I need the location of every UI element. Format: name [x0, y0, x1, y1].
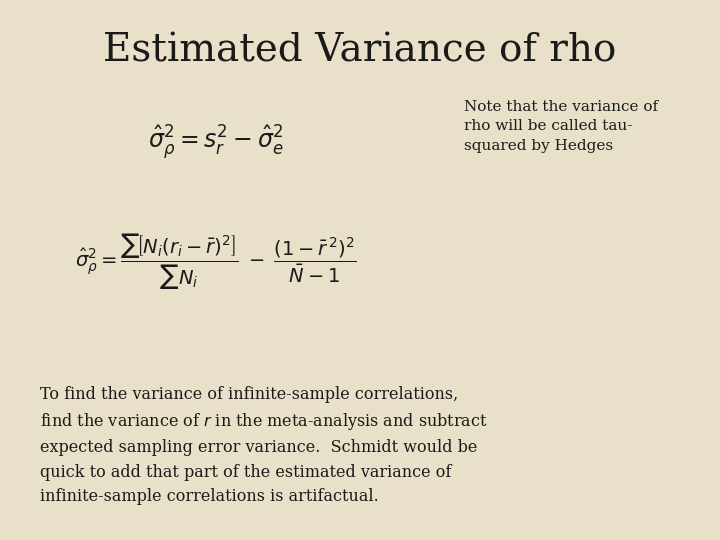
Text: Note that the variance of
rho will be called tau-
squared by Hedges: Note that the variance of rho will be ca…	[464, 100, 659, 153]
Text: $\hat{\sigma}^2_\rho = s^2_r - \hat{\sigma}^2_e$: $\hat{\sigma}^2_\rho = s^2_r - \hat{\sig…	[148, 124, 284, 163]
Text: Estimated Variance of rho: Estimated Variance of rho	[103, 32, 617, 70]
Text: $\hat{\sigma}^2_\rho = \dfrac{\sum\!\left[N_i(r_i - \bar{r})^2\right]}{\sum N_i}: $\hat{\sigma}^2_\rho = \dfrac{\sum\!\lef…	[76, 232, 356, 292]
Text: To find the variance of infinite-sample correlations,
find the variance of $r$ i: To find the variance of infinite-sample …	[40, 386, 487, 505]
